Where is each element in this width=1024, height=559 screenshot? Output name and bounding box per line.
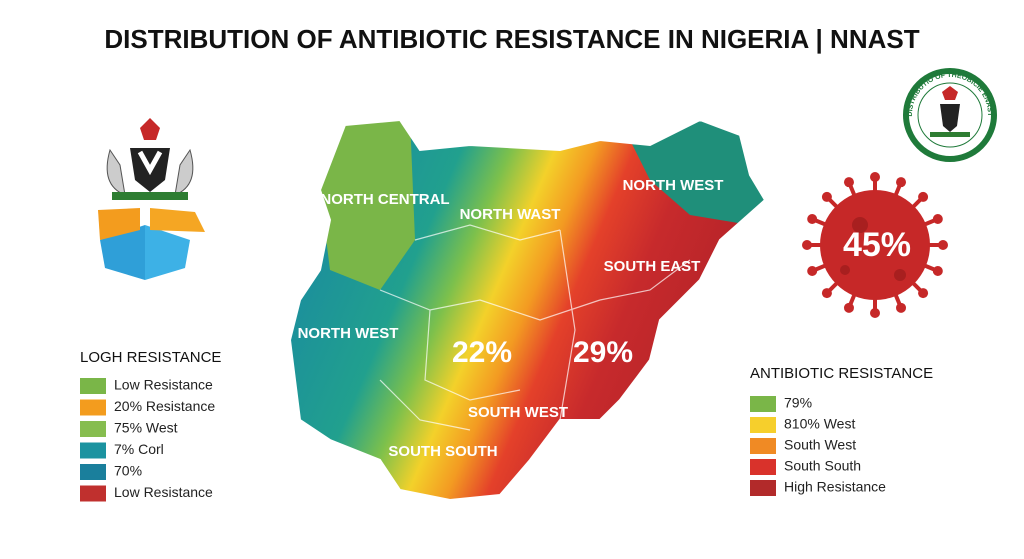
virus-spike-tip <box>807 213 818 224</box>
legend-label: 79% <box>784 395 812 411</box>
legend-swatch <box>80 378 106 394</box>
legend-label: Low Resistance <box>114 484 213 500</box>
virus-spike-tip <box>918 191 929 202</box>
virus-spike-tip <box>896 302 907 313</box>
legend-title: LOGH RESISTANCE <box>80 349 221 366</box>
legend-label: 70% <box>114 463 142 479</box>
virus-spike-tip <box>807 266 818 277</box>
virus-spike-tip <box>918 288 929 299</box>
region-figure: 29% <box>573 336 633 369</box>
legend-label: South South <box>784 458 861 474</box>
virus-spike-tip <box>843 302 854 313</box>
virus-spike-tip <box>870 308 880 318</box>
region-figure: 22% <box>452 336 512 369</box>
virus-spike-tip <box>938 240 948 250</box>
legend-swatch <box>80 485 106 502</box>
virus-spike-tip <box>821 191 832 202</box>
legend-swatch <box>750 459 776 475</box>
region-label: SOUTH WEST <box>468 404 568 421</box>
virus-spike-tip <box>821 288 832 299</box>
virus-spike-tip <box>802 240 812 250</box>
title: DISTRIBUTION OF ANTIBIOTIC RESISTANCE IN… <box>104 24 919 54</box>
region-label: NORTH CENTRAL <box>320 191 449 208</box>
legend-swatch <box>80 421 106 437</box>
virus-icon <box>802 172 948 318</box>
virus-spike-tip <box>932 266 943 277</box>
legend-swatch <box>750 396 776 412</box>
seal: DISTRIBUTIO OF THEOBICIE ENAST <box>903 68 997 162</box>
region-label: NORTH WEST <box>298 325 399 342</box>
region-label: NORTH WEST <box>623 177 724 194</box>
legend-title: ANTIBIOTIC RESISTANCE <box>750 365 933 382</box>
legend-swatch <box>80 464 106 480</box>
region-label: NORTH WAST <box>460 206 561 223</box>
coat-of-arms <box>106 118 194 200</box>
legend-swatch <box>750 438 776 454</box>
virus-spike-tip <box>843 177 854 188</box>
legend-swatch <box>750 480 776 496</box>
legend-label: South West <box>784 437 856 453</box>
legend-swatch <box>80 399 106 416</box>
box-icon <box>98 208 205 280</box>
legend-label: Low Resistance <box>114 377 213 393</box>
map-outline <box>288 118 767 502</box>
legend-label: 75% West <box>114 420 178 436</box>
virus-figure: 45% <box>843 226 911 264</box>
legend-label: 810% West <box>784 416 855 432</box>
legends: Low Resistance 20% Resistance 75% West 7% C… <box>80 377 886 502</box>
region-label: SOUTH EAST <box>604 258 701 275</box>
legend-swatch <box>80 442 106 459</box>
legend-label: 20% Resistance <box>114 398 215 414</box>
virus-spike-tip <box>932 213 943 224</box>
region-label: SOUTH SOUTH <box>388 443 497 460</box>
virus-spike-tip <box>896 177 907 188</box>
legend-label: High Resistance <box>784 479 886 495</box>
legend-swatch <box>750 417 776 433</box>
virus-spike-tip <box>870 172 880 182</box>
legend-label: 7% Corl <box>114 441 164 457</box>
